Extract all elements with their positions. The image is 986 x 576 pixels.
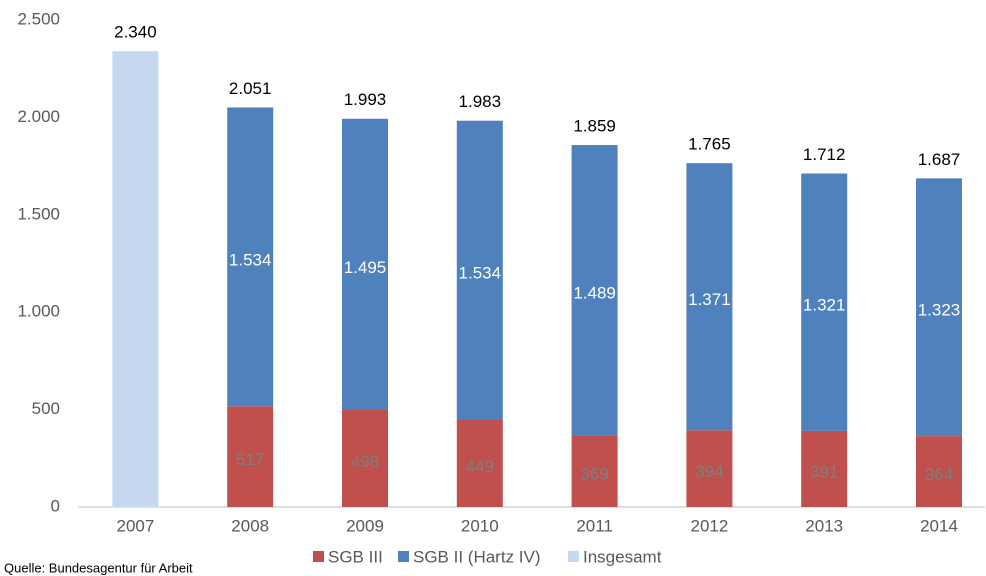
total-label: 1.687 xyxy=(918,150,961,169)
legend-swatch xyxy=(398,551,409,562)
y-tick-label: 1.000 xyxy=(17,302,60,321)
y-tick-label: 2.500 xyxy=(17,9,60,28)
bar-segment xyxy=(686,163,733,431)
legend-label: Insgesamt xyxy=(583,547,662,566)
y-tick-label: 1.500 xyxy=(17,204,60,223)
data-label: 1.489 xyxy=(573,284,616,303)
data-label: 1.534 xyxy=(459,264,502,283)
total-bar xyxy=(572,145,618,507)
bar-segment xyxy=(571,145,618,436)
data-label: 369 xyxy=(580,465,608,484)
bar-segment xyxy=(227,406,274,507)
total-label: 1.859 xyxy=(573,116,616,135)
x-tick-label: 2012 xyxy=(690,516,728,535)
data-label: 1.495 xyxy=(344,258,387,277)
bar-segment xyxy=(801,173,848,431)
bar-segment xyxy=(342,118,388,410)
y-tick-label: 0 xyxy=(51,496,60,515)
total-bar xyxy=(342,119,388,507)
data-label: 1.321 xyxy=(803,296,846,315)
data-label: 394 xyxy=(695,462,723,481)
x-tick-label: 2007 xyxy=(116,516,154,535)
y-tick-label: 2.000 xyxy=(17,107,60,126)
total-label: 1.712 xyxy=(803,145,846,164)
data-label: 1.371 xyxy=(688,290,731,309)
total-label: 2.051 xyxy=(229,79,272,98)
y-tick-label: 500 xyxy=(32,399,60,418)
x-tick-label: 2014 xyxy=(920,516,958,535)
total-bar xyxy=(801,174,847,507)
total-label: 1.765 xyxy=(688,135,731,154)
total-label: 1.983 xyxy=(459,92,502,111)
legend-label: SGB II (Hartz IV) xyxy=(413,547,541,566)
total-bar xyxy=(916,178,962,507)
total-bar xyxy=(457,121,503,507)
bar-segment xyxy=(801,430,848,507)
bar-segment xyxy=(571,435,618,507)
data-label: 498 xyxy=(351,452,379,471)
total-label: 2.340 xyxy=(114,23,157,42)
x-tick-label: 2008 xyxy=(231,516,269,535)
data-label: 1.534 xyxy=(229,250,272,269)
data-label: 364 xyxy=(925,465,953,484)
legend-swatch xyxy=(313,551,324,562)
total-bar xyxy=(227,107,273,507)
data-label: 449 xyxy=(466,457,494,476)
total-label: 1.993 xyxy=(344,90,387,109)
data-label: 1.323 xyxy=(918,301,961,320)
bar-segment xyxy=(227,107,274,407)
x-tick-label: 2009 xyxy=(346,516,384,535)
bar-segment xyxy=(916,436,962,507)
x-tick-label: 2013 xyxy=(805,516,843,535)
bar-segment xyxy=(342,409,388,507)
bar-segment xyxy=(916,178,962,437)
source: Quelle: Bundesagentur für Arbeit xyxy=(4,560,193,575)
x-tick-label: 2011 xyxy=(576,516,613,535)
bar-segment xyxy=(456,419,503,507)
bar-segment xyxy=(456,120,503,420)
legend-label: SGB III xyxy=(328,547,383,566)
x-tick-label: 2010 xyxy=(461,516,499,535)
data-label: 517 xyxy=(236,450,264,469)
bar-segment xyxy=(686,430,733,507)
total-bar xyxy=(686,163,732,507)
total-bar xyxy=(112,51,159,507)
legend-swatch xyxy=(568,551,579,562)
data-label: 391 xyxy=(810,462,838,481)
